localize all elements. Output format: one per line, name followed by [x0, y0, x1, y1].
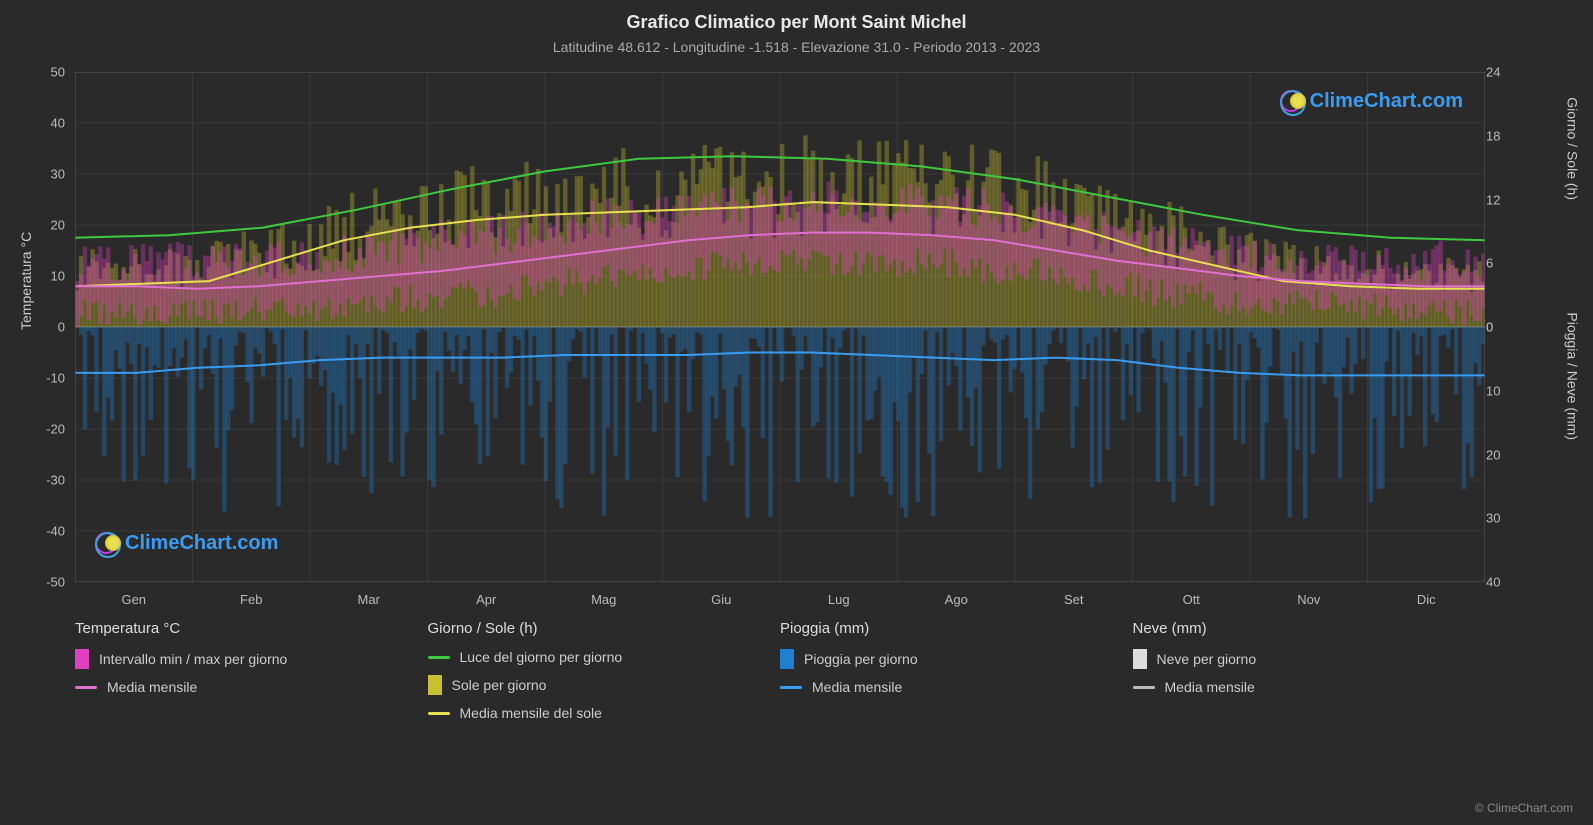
legend-heading: Temperatura °C: [75, 620, 428, 637]
legend-swatch-line: [428, 712, 450, 715]
tick-right-top: 6: [1486, 256, 1551, 271]
tick-left: 40: [0, 116, 65, 131]
legend-item: Media mensile: [75, 679, 428, 695]
legend-item: Neve per giorno: [1133, 649, 1486, 669]
tick-right-top: 12: [1486, 192, 1551, 207]
legend-item: Luce del giorno per giorno: [428, 649, 781, 665]
legend-heading: Pioggia (mm): [780, 620, 1133, 637]
tick-left: -30: [0, 473, 65, 488]
legend-swatch-line: [780, 686, 802, 689]
tick-month: Lug: [828, 592, 850, 607]
tick-left: -50: [0, 575, 65, 590]
tick-right-top: 24: [1486, 65, 1551, 80]
legend-label: Sole per giorno: [452, 677, 547, 693]
plot-svg: [75, 72, 1485, 582]
y-axis-right-bot-label: Pioggia / Neve (mm): [1565, 312, 1581, 440]
tick-right-top: 18: [1486, 128, 1551, 143]
legend-label: Pioggia per giorno: [804, 651, 918, 667]
tick-month: Nov: [1297, 592, 1320, 607]
tick-left: 0: [0, 320, 65, 335]
chart-title: Grafico Climatico per Mont Saint Michel: [0, 0, 1593, 33]
legend-swatch-bar: [428, 675, 442, 695]
legend-item: Media mensile: [780, 679, 1133, 695]
climate-chart: Grafico Climatico per Mont Saint Michel …: [0, 0, 1593, 825]
copyright-text: © ClimeChart.com: [1475, 801, 1573, 815]
tick-right-bot: 10: [1486, 383, 1551, 398]
legend-item: Intervallo min / max per giorno: [75, 649, 428, 669]
tick-left: -40: [0, 524, 65, 539]
legend-item: Sole per giorno: [428, 675, 781, 695]
tick-left: 20: [0, 218, 65, 233]
legend-swatch-line: [1133, 686, 1155, 689]
plot-area: [75, 72, 1485, 582]
tick-month: Dic: [1417, 592, 1436, 607]
tick-right-bot: 30: [1486, 511, 1551, 526]
tick-month: Giu: [711, 592, 731, 607]
legend-item: Pioggia per giorno: [780, 649, 1133, 669]
tick-right-bot: 0: [1486, 320, 1551, 335]
watermark-top: ClimeChart.com: [1280, 88, 1463, 114]
tick-right-bot: 20: [1486, 447, 1551, 462]
tick-left: -10: [0, 371, 65, 386]
legend-heading: Giorno / Sole (h): [428, 620, 781, 637]
legend-swatch-line: [75, 686, 97, 689]
legend-label: Intervallo min / max per giorno: [99, 651, 287, 667]
tick-month: Mag: [591, 592, 616, 607]
legend-column: Temperatura °C Intervallo min / max per g…: [75, 620, 428, 731]
legend-heading: Neve (mm): [1133, 620, 1486, 637]
tick-left: 30: [0, 167, 65, 182]
tick-left: 10: [0, 269, 65, 284]
tick-left: -20: [0, 422, 65, 437]
tick-month: Ago: [945, 592, 968, 607]
legend: Temperatura °C Intervallo min / max per g…: [75, 620, 1485, 731]
watermark-text: ClimeChart.com: [1310, 90, 1463, 113]
legend-label: Luce del giorno per giorno: [460, 649, 623, 665]
legend-label: Media mensile: [107, 679, 197, 695]
climechart-logo-icon: [1280, 88, 1306, 114]
chart-subtitle: Latitudine 48.612 - Longitudine -1.518 -…: [0, 33, 1593, 55]
legend-item: Media mensile del sole: [428, 705, 781, 721]
watermark-bottom: ClimeChart.com: [95, 530, 278, 556]
tick-month: Set: [1064, 592, 1084, 607]
legend-label: Media mensile: [812, 679, 902, 695]
tick-month: Ott: [1183, 592, 1200, 607]
tick-left: 50: [0, 65, 65, 80]
climechart-logo-icon: [95, 530, 121, 556]
legend-swatch-bar: [1133, 649, 1147, 669]
legend-item: Media mensile: [1133, 679, 1486, 695]
y-axis-right-top-label: Giorno / Sole (h): [1565, 97, 1581, 200]
legend-label: Media mensile del sole: [460, 705, 602, 721]
legend-swatch-line: [428, 656, 450, 659]
watermark-text: ClimeChart.com: [125, 532, 278, 555]
legend-column: Pioggia (mm) Pioggia per giorno Media mens…: [780, 620, 1133, 731]
legend-label: Media mensile: [1165, 679, 1255, 695]
tick-month: Apr: [476, 592, 496, 607]
legend-swatch-bar: [75, 649, 89, 669]
legend-label: Neve per giorno: [1157, 651, 1257, 667]
tick-right-bot: 40: [1486, 575, 1551, 590]
tick-month: Gen: [121, 592, 146, 607]
tick-month: Feb: [240, 592, 262, 607]
legend-swatch-bar: [780, 649, 794, 669]
legend-column: Giorno / Sole (h) Luce del giorno per gio…: [428, 620, 781, 731]
tick-month: Mar: [358, 592, 380, 607]
legend-column: Neve (mm) Neve per giorno Media mensile: [1133, 620, 1486, 731]
